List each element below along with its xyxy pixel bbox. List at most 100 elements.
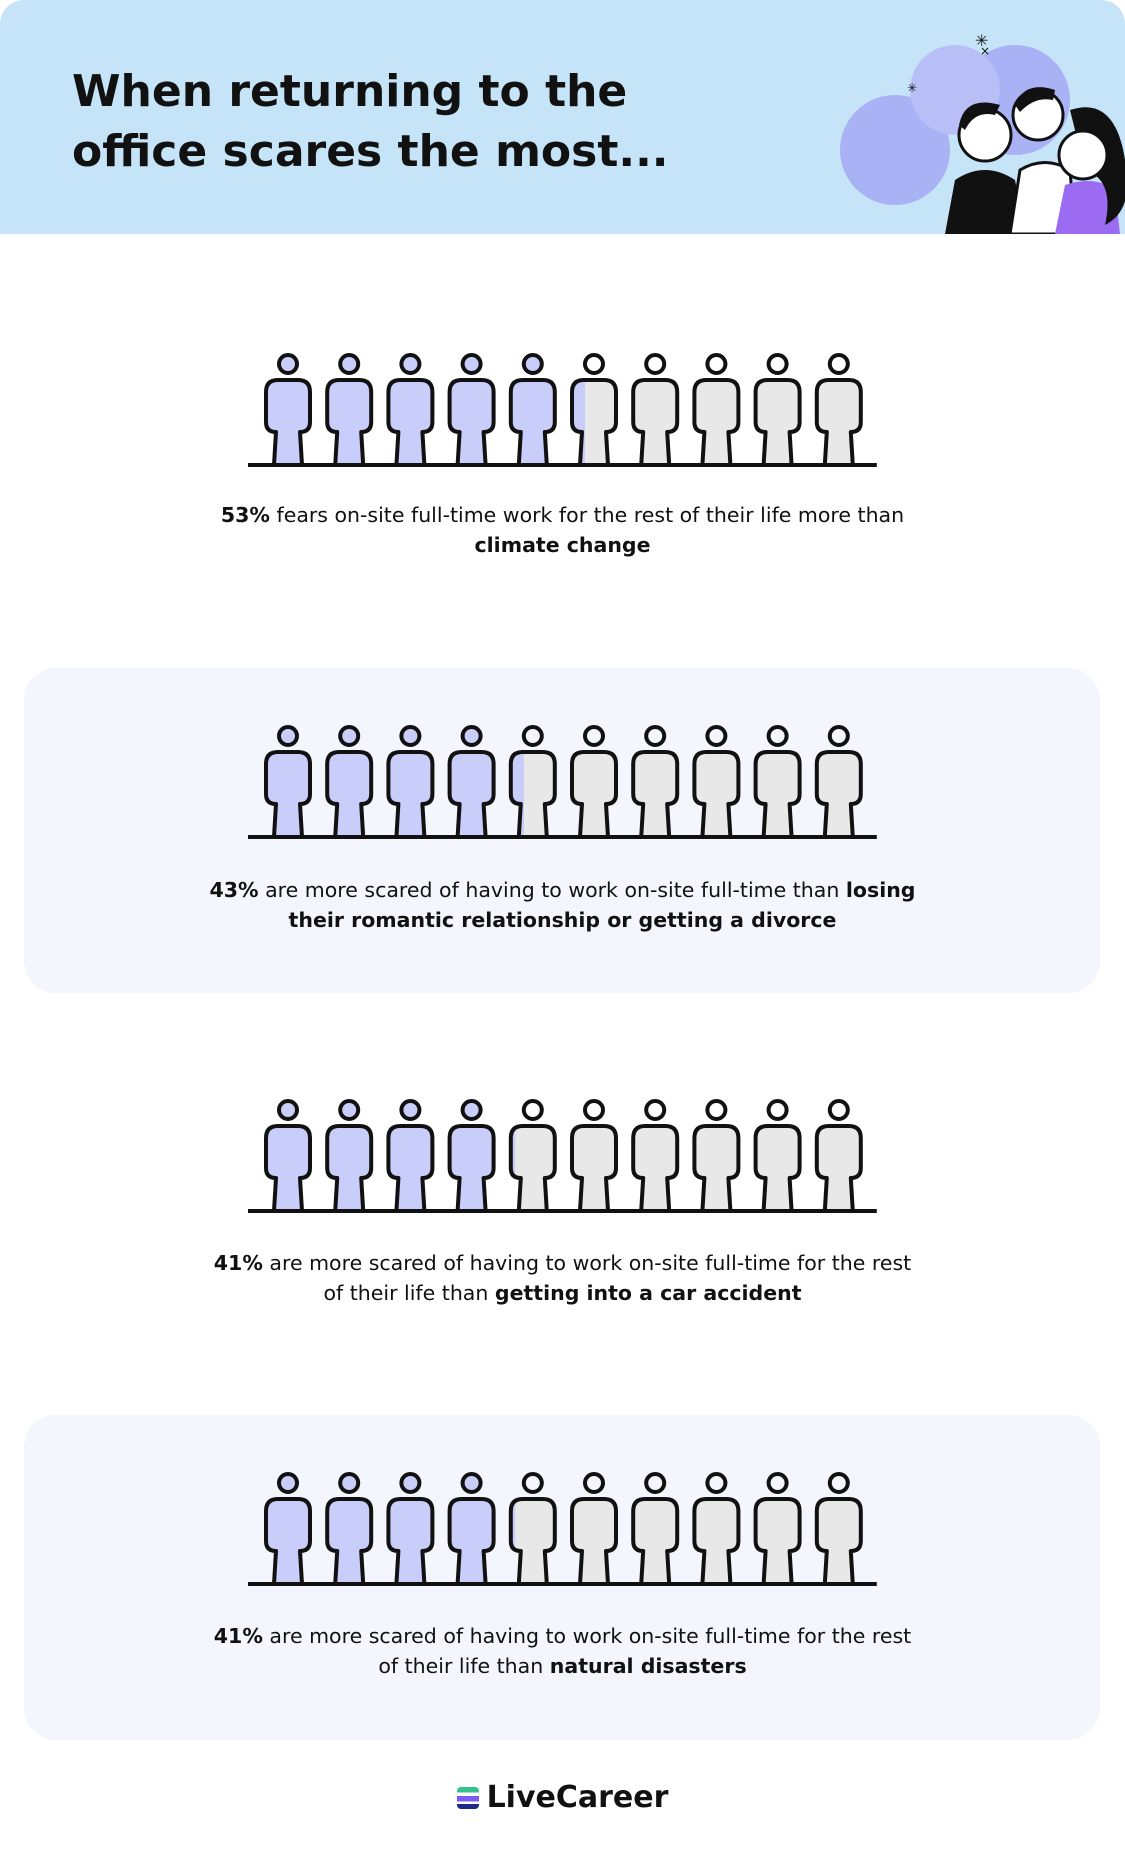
head	[338, 1472, 361, 1494]
person-filled	[388, 1126, 433, 1211]
head-filled	[279, 1101, 297, 1119]
person-outline	[386, 1497, 435, 1585]
head-filled	[462, 1474, 481, 1492]
head	[277, 353, 299, 375]
person-filled	[449, 380, 494, 465]
head	[338, 1099, 361, 1121]
person-filled	[266, 380, 310, 465]
person-outline	[447, 1124, 496, 1212]
caption-emphasis: natural disasters	[549, 1654, 747, 1678]
person-outline	[631, 1497, 680, 1585]
head	[399, 725, 422, 747]
head-filled	[401, 1474, 420, 1492]
head	[644, 1099, 667, 1121]
person-outline	[325, 1124, 374, 1212]
head	[827, 725, 850, 747]
head-filled	[462, 355, 481, 373]
head	[583, 1099, 605, 1121]
person-filled	[388, 1499, 433, 1584]
head-filled	[340, 1474, 359, 1492]
person-empty	[694, 1126, 739, 1211]
person-outline	[753, 1497, 802, 1585]
caption: 41% are more scared of having to work on…	[205, 1248, 920, 1308]
person-outline	[325, 750, 374, 838]
value-label: 41%	[213, 1624, 263, 1648]
title: When returning to the office scares the …	[72, 66, 669, 177]
person-filled	[327, 380, 372, 465]
person-empty	[816, 752, 861, 837]
person-filled	[266, 1499, 310, 1584]
person-empty	[633, 380, 678, 465]
person-filled	[266, 1126, 310, 1211]
head	[277, 725, 299, 747]
svg-text:×: ×	[980, 44, 990, 58]
head	[277, 1099, 299, 1121]
person-filled	[510, 380, 555, 465]
person-empty	[816, 1126, 861, 1211]
head	[583, 353, 605, 375]
head-filled	[279, 355, 297, 373]
person-outline	[570, 1124, 618, 1212]
head-filled	[401, 727, 420, 745]
person-outline	[631, 750, 680, 838]
person-filled	[449, 1499, 494, 1584]
person-filled	[327, 1499, 372, 1584]
person-empty	[633, 1499, 678, 1584]
head	[460, 1099, 483, 1121]
head	[521, 1099, 544, 1121]
caption: 43% are more scared of having to work on…	[190, 875, 935, 935]
logo-text: LiveCareer	[486, 1780, 669, 1815]
person-filled	[327, 752, 372, 837]
person-empty	[755, 380, 800, 465]
pictogram	[248, 725, 877, 839]
person-outline	[386, 750, 435, 838]
head	[644, 1472, 667, 1494]
head	[583, 1472, 605, 1494]
person-outline	[753, 378, 802, 466]
card	[24, 1415, 1100, 1740]
person-outline	[264, 1124, 312, 1212]
head-filled	[340, 1101, 359, 1119]
head	[705, 353, 728, 375]
person-filled	[388, 752, 433, 837]
caption-text: are more scared of having to work on-sit…	[269, 1624, 912, 1678]
person-outline	[508, 1497, 557, 1585]
head-filled	[523, 355, 542, 373]
person-outline	[814, 378, 863, 466]
person-filled	[449, 752, 494, 837]
head	[399, 1472, 422, 1494]
head	[583, 725, 605, 747]
person-empty	[572, 1126, 616, 1211]
person-empty	[755, 1499, 800, 1584]
head	[705, 1472, 728, 1494]
head	[460, 725, 483, 747]
illustration: ✳ ✳ ×	[840, 31, 1125, 234]
person-outline	[264, 378, 312, 466]
person-outline	[631, 1124, 680, 1212]
person-outline	[570, 1497, 618, 1585]
person-filled	[449, 1126, 494, 1211]
value-label: 41%	[213, 1251, 263, 1275]
head	[338, 353, 361, 375]
person-outline	[631, 378, 680, 466]
svg-text:✳: ✳	[975, 31, 988, 50]
caption-emphasis: losing their romantic relationship or ge…	[288, 878, 916, 932]
person-filled	[327, 1126, 372, 1211]
head	[644, 353, 667, 375]
head	[521, 353, 544, 375]
head-filled	[401, 355, 420, 373]
person-empty	[694, 1499, 739, 1584]
head	[521, 725, 544, 747]
person-outline	[692, 378, 741, 466]
head	[277, 1472, 299, 1494]
person-outline	[325, 1497, 374, 1585]
head	[460, 353, 483, 375]
person-outline	[508, 378, 557, 466]
head-filled	[340, 355, 359, 373]
head-filled	[462, 727, 481, 745]
person-outline	[814, 750, 863, 838]
head	[705, 725, 728, 747]
caption-emphasis: climate change	[474, 533, 651, 557]
value-label: 43%	[209, 878, 259, 902]
